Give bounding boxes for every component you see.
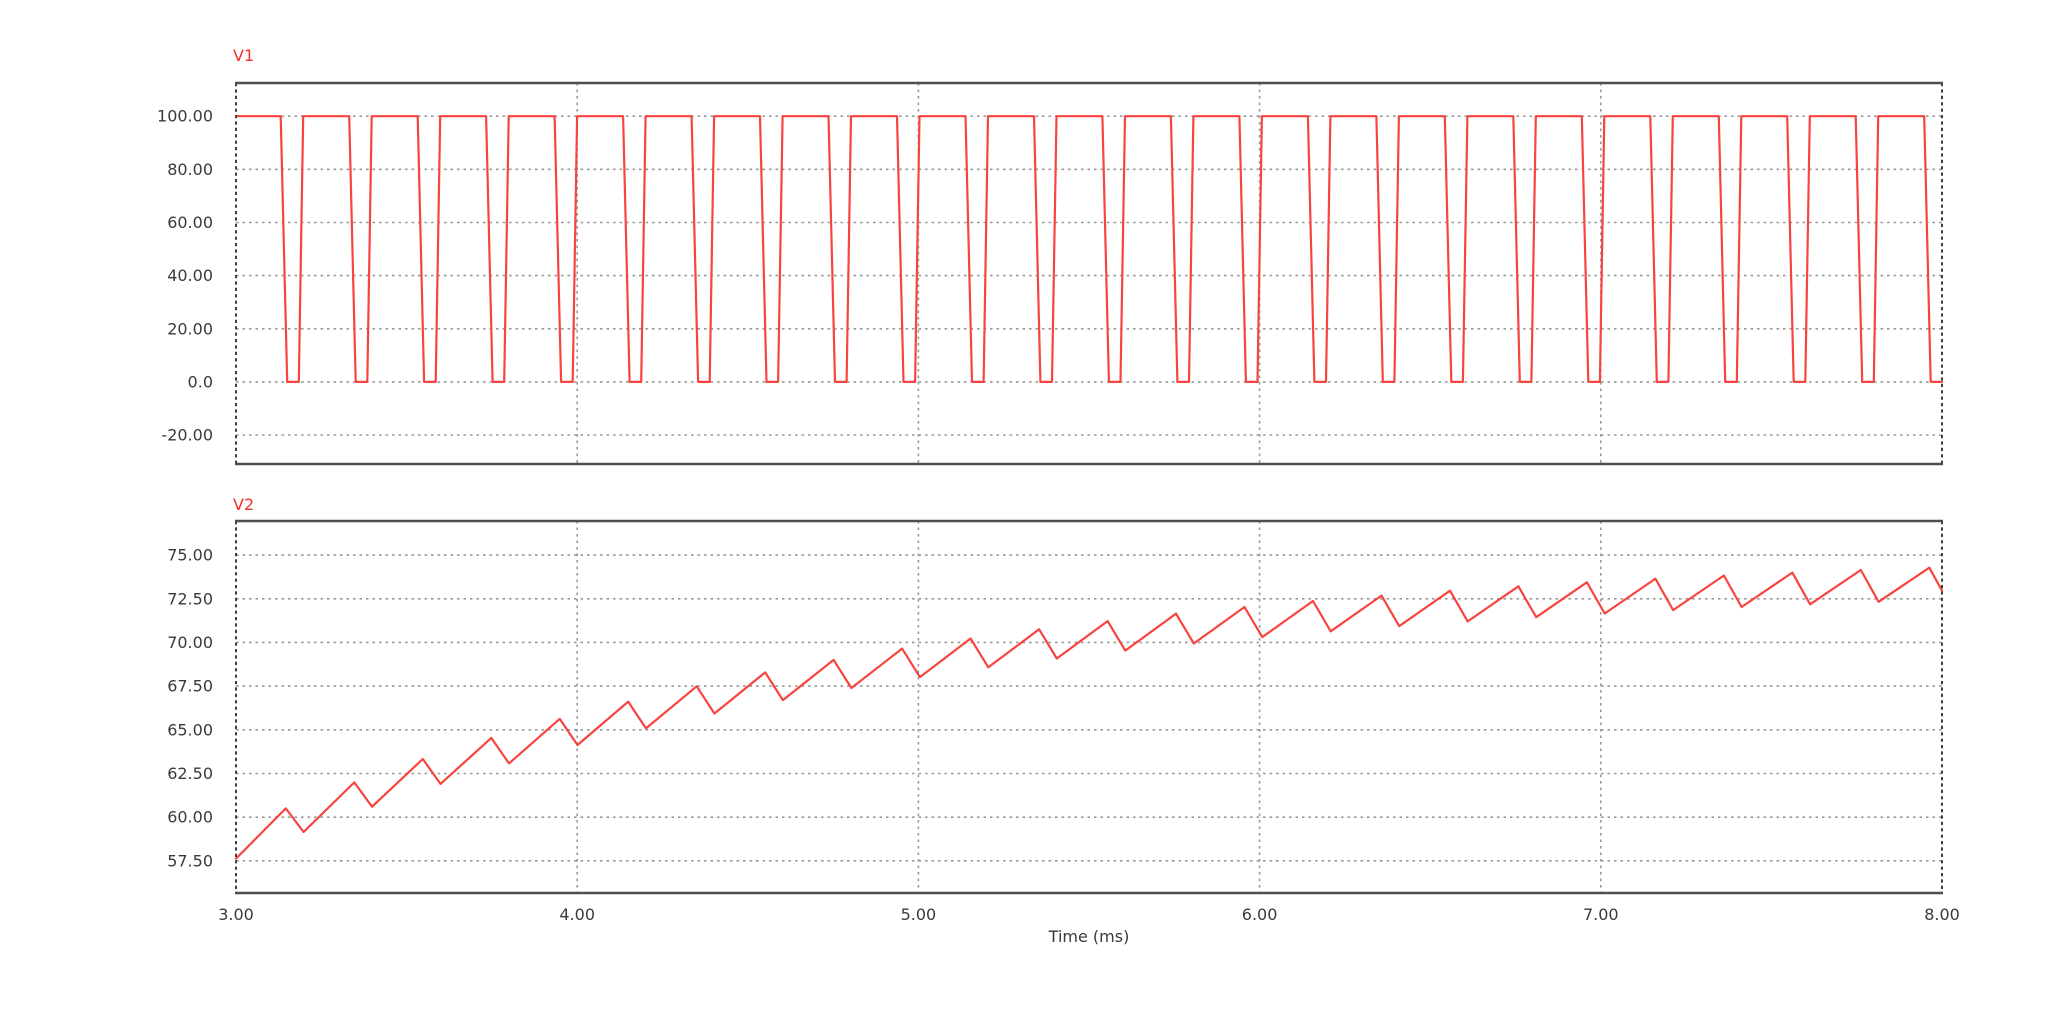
y-tick-label: 0.0 [188, 372, 213, 391]
y-tick-label: 72.50 [167, 589, 213, 608]
y-tick-label: 70.00 [167, 633, 213, 652]
x-tick-label: 8.00 [1924, 905, 1960, 924]
y-tick-label: 65.00 [167, 720, 213, 739]
x-axis-title: Time (ms) [1048, 927, 1130, 946]
y-tick-label: 67.50 [167, 677, 213, 696]
plot-v1-title: V1 [233, 46, 255, 65]
y-tick-label: 20.00 [167, 319, 213, 338]
x-tick-label: 4.00 [559, 905, 595, 924]
x-tick-label: 7.00 [1583, 905, 1619, 924]
x-tick-label: 5.00 [901, 905, 937, 924]
trace-v2 [234, 566, 1944, 860]
y-tick-label: 40.00 [167, 266, 213, 285]
y-tick-label: 60.00 [167, 808, 213, 827]
y-tick-label: 57.50 [167, 851, 213, 870]
y-tick-label: 100.00 [157, 107, 213, 126]
y-tick-label: 80.00 [167, 160, 213, 179]
y-tick-label: 75.00 [167, 546, 213, 565]
x-tick-label: 6.00 [1242, 905, 1278, 924]
y-tick-label: 62.50 [167, 764, 213, 783]
trace-v1 [234, 115, 1944, 383]
plot-v2-title: V2 [233, 495, 255, 514]
x-tick-label: 3.00 [218, 905, 254, 924]
y-tick-label: 60.00 [167, 213, 213, 232]
y-tick-label: -20.00 [161, 426, 213, 445]
